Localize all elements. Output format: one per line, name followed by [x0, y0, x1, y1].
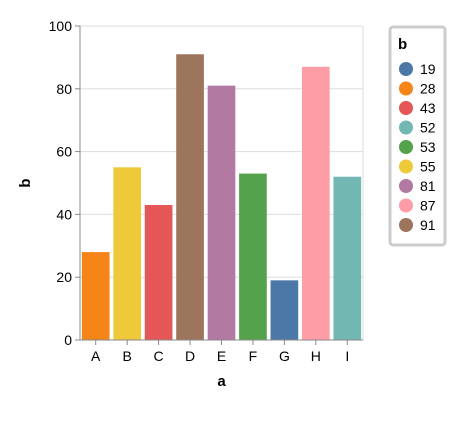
- legend-swatch: [399, 179, 413, 193]
- legend-label: 87: [420, 198, 436, 214]
- legend-label: 28: [420, 81, 436, 97]
- x-axis-title: a: [217, 373, 226, 390]
- legend-swatch: [399, 81, 413, 96]
- legend-title: b: [398, 36, 407, 53]
- x-tick-label: C: [154, 348, 164, 364]
- legend-label: 81: [420, 178, 436, 194]
- y-tick-label: 0: [64, 332, 72, 348]
- x-tick-label: I: [345, 348, 349, 364]
- x-tick-label: G: [279, 348, 290, 364]
- bar-d: [176, 54, 204, 340]
- bar-i: [333, 176, 362, 340]
- bar-g: [270, 280, 299, 340]
- bars-layer: [81, 54, 362, 340]
- legend-label: 43: [420, 100, 436, 116]
- legend-label: 53: [420, 139, 436, 155]
- bar-e: [207, 85, 236, 340]
- legend-swatch: [399, 120, 413, 135]
- x-tick-label: A: [91, 348, 101, 364]
- bar-c: [144, 204, 173, 340]
- y-tick-label: 100: [49, 18, 73, 34]
- legend-label: 91: [420, 217, 436, 233]
- x-tick-label: D: [185, 348, 195, 364]
- bar-b: [113, 167, 142, 340]
- legend-swatch: [399, 159, 413, 174]
- bar-a: [81, 252, 110, 340]
- x-tick-label: E: [217, 348, 226, 364]
- legend-swatch: [399, 62, 413, 76]
- y-tick-label: 60: [56, 144, 72, 160]
- y-axis-title: b: [17, 178, 34, 187]
- y-tick-label: 40: [56, 206, 72, 222]
- legend-swatch: [399, 218, 413, 232]
- legend: b 19 28 43 52 53 55 81 87 91: [388, 25, 447, 247]
- y-tick-label: 80: [56, 81, 72, 97]
- bar-h: [301, 66, 330, 340]
- x-tick-label: F: [249, 348, 258, 364]
- legend-swatch: [399, 140, 413, 154]
- legend-label: 19: [420, 61, 436, 77]
- legend-label: 52: [420, 120, 436, 136]
- x-tick-label: H: [311, 348, 321, 364]
- axes-layer: 0 20 40 60 80 100 A B C D E F G H I: [49, 18, 363, 364]
- y-tick-label: 20: [56, 269, 72, 285]
- legend-swatch: [399, 198, 413, 213]
- x-tick-label: B: [122, 348, 131, 364]
- legend-label: 55: [420, 159, 436, 175]
- legend-items: 19 28 43 52 53 55 81 87 91: [399, 61, 436, 233]
- legend-frame: [388, 25, 447, 247]
- bar-f: [239, 173, 267, 340]
- legend-swatch: [399, 101, 413, 115]
